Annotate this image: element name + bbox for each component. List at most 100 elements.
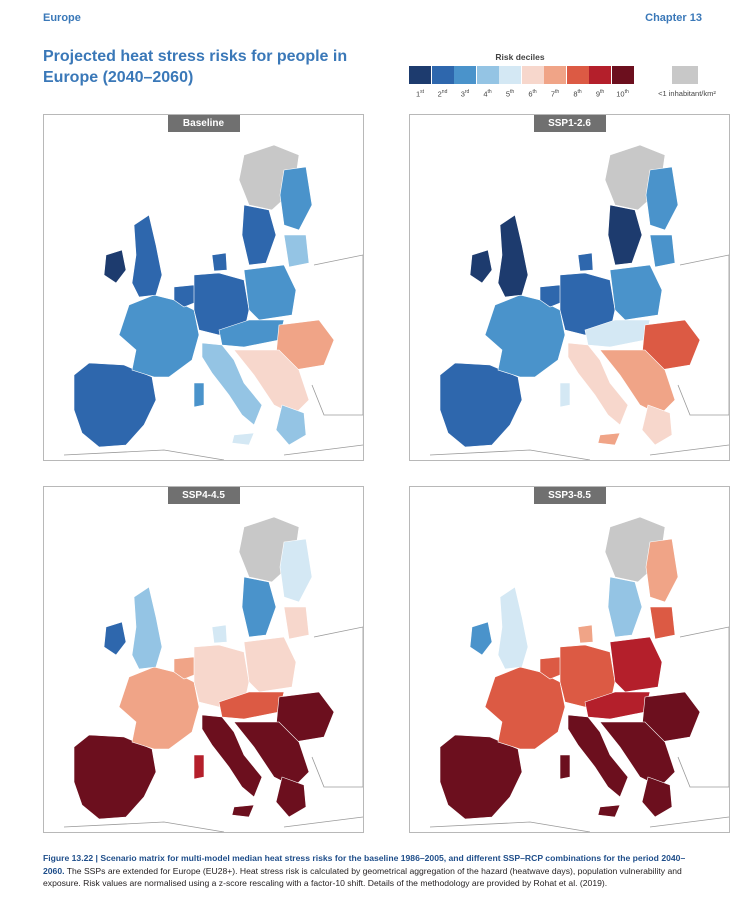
legend-decile-label-5: 5th [505,89,515,99]
region-italy [201,714,263,798]
region-poland [609,636,663,693]
region-denmark [211,624,228,644]
legend-decile-label-2: 2nd [437,89,448,99]
region-iberia [439,734,523,820]
neighbour-outline [63,626,363,832]
region-baltics [283,606,310,640]
region-ireland [103,621,127,656]
region-italy [201,342,263,426]
region-benelux [539,284,566,308]
europe-map-ssp126 [429,144,729,460]
low-density-swatch [672,66,698,84]
region-poland [243,636,297,693]
region-sweden [241,204,277,266]
europe-map-ssp385 [429,516,729,832]
legend-title: Risk deciles [495,52,545,62]
region-sicily [597,432,621,446]
region-benelux [539,656,566,680]
legend-swatch-8 [566,66,589,84]
region-sardinia [193,382,205,408]
region-iberia [73,734,157,820]
legend-swatch-6 [521,66,544,84]
map-panel-ssp385: SSP3-8.5 [409,486,730,833]
region-greece [275,404,307,446]
panel-label-ssp385: SSP3-8.5 [533,487,606,504]
region-poland [609,264,663,321]
figure-title: Projected heat stress risks for people i… [43,48,348,86]
region-finland [645,538,679,603]
region-iberia [73,362,157,448]
region-greece [641,776,673,818]
legend-decile-label-4: 4th [483,89,492,99]
region-greece [641,404,673,446]
caption-lead: Figure 13.22 | Scenario matrix for multi… [43,853,686,876]
legend-decile-label-9: 9th [595,89,605,99]
europe-map-ssp445 [63,516,363,832]
europe-map-baseline [63,144,363,460]
running-header-section: Europe [43,12,81,24]
panel-label-baseline: Baseline [167,115,240,132]
region-sardinia [193,754,205,780]
region-sardinia [559,754,571,780]
legend-decile-label-6: 6th [528,89,537,99]
region-britain [497,586,529,670]
map-panel-baseline: Baseline [43,114,364,461]
running-header-chapter: Chapter 13 [645,12,702,24]
region-sweden [607,576,643,638]
legend-decile-label-3: 3rd [460,89,470,99]
region-balkans [599,721,676,788]
region-italy [567,714,629,798]
region-benelux [173,656,200,680]
region-sicily [231,432,255,446]
legend-swatch-3 [454,66,476,84]
region-sweden [241,576,277,638]
region-france [484,294,566,378]
region-ireland [469,249,493,284]
region-poland [243,264,297,321]
region-baltics [283,234,310,268]
panel-label-ssp126: SSP1-2.6 [533,115,606,132]
neighbour-outline [429,626,729,832]
region-finland [279,538,313,603]
caption-body: The SSPs are extended for Europe (EU28+)… [43,865,682,889]
neighbour-outline [429,254,729,460]
region-france [484,666,566,750]
region-iberia [439,362,523,448]
legend-decile-label-7: 7th [550,89,560,99]
region-finland [645,166,679,231]
region-sardinia [559,382,571,408]
legend-swatch-2 [431,66,454,84]
region-finland [279,166,313,231]
legend-swatch-1 [409,66,431,84]
region-baltics [649,606,676,640]
region-britain [131,214,163,298]
region-denmark [577,624,594,644]
panel-label-ssp445: SSP4-4.5 [167,487,240,504]
legend-decile-label-10: 10th [616,89,629,99]
region-britain [131,586,163,670]
region-denmark [577,252,594,272]
low-density-label: <1 inhabitant/km² [658,89,716,98]
legend-decile-label-1: 1st [415,89,425,99]
region-france [118,294,200,378]
map-panel-ssp126: SSP1-2.6 [409,114,730,461]
region-balkans [599,349,676,416]
region-benelux [173,284,200,308]
legend-swatch-7 [544,66,566,84]
region-greece [275,776,307,818]
map-panel-ssp445: SSP4-4.5 [43,486,364,833]
region-balkans [233,349,310,416]
region-baltics [649,234,676,268]
neighbour-outline [63,254,363,460]
region-britain [497,214,529,298]
region-sweden [607,204,643,266]
region-france [118,666,200,750]
region-italy [567,342,629,426]
region-denmark [211,252,228,272]
figure-caption: Figure 13.22 | Scenario matrix for multi… [43,852,703,890]
legend-swatch-10 [611,66,634,84]
risk-legend: Risk deciles 1st 2nd 3rd 4th 5th 6th 7th 8th 9th… [405,52,716,102]
region-sicily [231,804,255,818]
region-ireland [103,249,127,284]
region-ireland [469,621,493,656]
